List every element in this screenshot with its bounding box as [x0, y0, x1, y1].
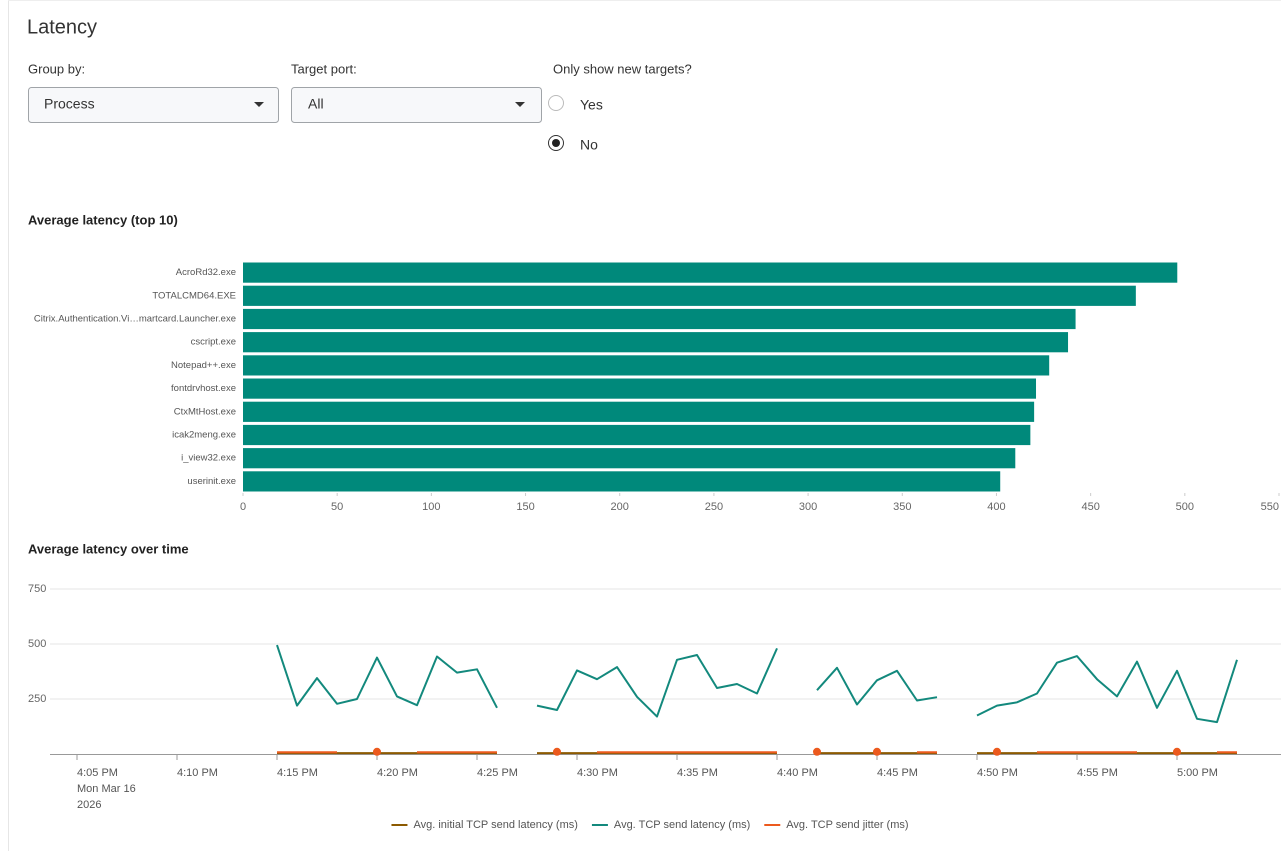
- x-tick-label: 4:10 PM: [177, 767, 218, 779]
- x-tick-label: 4:05 PM: [77, 767, 118, 779]
- legend-label: Avg. TCP send jitter (ms): [786, 819, 908, 831]
- dropdown[interactable]: All: [291, 87, 542, 123]
- bar: [243, 448, 1016, 469]
- control-label: Target port:: [291, 61, 357, 76]
- legend-label: Avg. initial TCP send latency (ms): [413, 819, 577, 831]
- bar: [243, 401, 1035, 422]
- chart-title: Average latency (top 10): [28, 212, 178, 227]
- legend-item: Avg. TCP send latency (ms): [591, 819, 750, 831]
- dropdown-arrow: [254, 102, 264, 107]
- x-tick-label: 4:25 PM: [477, 767, 518, 779]
- control-label: Group by:: [28, 61, 85, 76]
- x-tick-label: 350: [893, 501, 911, 513]
- chart-title: Average latency over time: [28, 541, 189, 556]
- page-title: Latency: [27, 16, 97, 38]
- series-line: [976, 655, 1238, 724]
- dropdown-box[interactable]: [291, 87, 542, 123]
- x-tick-label: 300: [799, 501, 817, 513]
- x-tick-label: 500: [1176, 501, 1194, 513]
- series-line: [276, 644, 498, 709]
- x-tick-label: 450: [1081, 501, 1099, 513]
- radio-group: Yes No: [548, 95, 603, 153]
- y-tick-label: CtxMtHost.exe: [174, 406, 236, 417]
- y-tick-label: 500: [28, 638, 46, 650]
- y-tick-label: userinit.exe: [187, 476, 236, 487]
- legend: Avg. initial TCP send latency (ms) Avg. T…: [391, 819, 909, 831]
- radio-option[interactable]: Yes: [548, 95, 603, 113]
- data-point: [1173, 747, 1181, 756]
- bar: [243, 424, 1031, 446]
- radio-label: No: [580, 137, 598, 153]
- dropdown-box[interactable]: [28, 87, 279, 123]
- x-tick-label: 100: [422, 501, 440, 513]
- x-tick-label: 200: [611, 501, 629, 513]
- y-tick-label: AcroRd32.exe: [176, 267, 236, 278]
- series-line: [816, 666, 938, 706]
- radio-dot: [552, 139, 560, 147]
- line-chart: Average latency over time 250 500 750 4:05 P…: [28, 541, 1281, 831]
- bar-chart: Average latency (top 10) 0 50 100 150 200 250 3…: [28, 212, 1280, 513]
- x-tick-label: 5:00 PM: [1177, 767, 1218, 779]
- bar: [243, 308, 1076, 330]
- control-label: Only show new targets?: [553, 61, 692, 76]
- data-point: [873, 747, 881, 756]
- x-tick-label: 250: [705, 501, 723, 513]
- x-tick-label: 4:50 PM: [977, 767, 1018, 779]
- y-tick-label: 750: [28, 583, 46, 595]
- x-tick-sublabel: Mon Mar 16: [77, 783, 136, 795]
- x-tick-label: 150: [516, 501, 534, 513]
- x-tick-label: 4:30 PM: [577, 767, 618, 779]
- y-tick-label: Notepad++.exe: [171, 360, 236, 371]
- x-tick-label: 4:35 PM: [677, 767, 718, 779]
- x-tick-label: 0: [240, 501, 246, 513]
- x-tick-label: 550: [1261, 501, 1279, 513]
- data-point: [373, 747, 381, 756]
- bar: [243, 355, 1050, 376]
- x-tick-label: 4:20 PM: [377, 767, 418, 779]
- charts: Average latency (top 10) 0 50 100 150 200 250 3…: [28, 212, 1281, 831]
- series-line: [536, 647, 778, 718]
- y-tick-label: 250: [28, 693, 46, 705]
- y-tick-label: icak2meng.exe: [172, 430, 236, 441]
- x-tick-label: 4:45 PM: [877, 767, 918, 779]
- dropdown-value: All: [308, 96, 324, 112]
- dropdown-value: Process: [44, 96, 95, 112]
- y-tick-label: Citrix.Authentication.Vi…martcard.Launch…: [34, 314, 236, 325]
- y-tick-label: cscript.exe: [191, 337, 236, 348]
- y-tick-label: TOTALCMD64.EXE: [152, 290, 236, 301]
- y-tick-label: i_view32.exe: [181, 453, 236, 464]
- legend-item: Avg. TCP send jitter (ms): [764, 819, 909, 831]
- bar: [243, 378, 1037, 399]
- x-tick-label: 4:55 PM: [1077, 767, 1118, 779]
- x-tick-label: 50: [331, 501, 343, 513]
- x-tick-label: 400: [987, 501, 1005, 513]
- x-tick-sublabel: 2026: [77, 799, 101, 811]
- x-tick-label: 4:15 PM: [277, 767, 318, 779]
- data-point: [553, 747, 561, 756]
- bar: [243, 262, 1178, 283]
- dropdown[interactable]: Process: [28, 87, 279, 123]
- legend-label: Avg. TCP send latency (ms): [614, 819, 750, 831]
- data-point: [993, 747, 1001, 756]
- x-tick-label: 4:40 PM: [777, 767, 818, 779]
- y-tick-label: fontdrvhost.exe: [171, 383, 236, 394]
- data-point: [813, 747, 821, 756]
- dropdown-arrow: [515, 102, 525, 107]
- bar: [243, 285, 1136, 306]
- bar: [243, 471, 1001, 492]
- radio-option[interactable]: No: [548, 135, 599, 153]
- radio-button[interactable]: [548, 95, 564, 111]
- radio-label: Yes: [580, 97, 603, 113]
- bar: [243, 332, 1069, 353]
- legend-item: Avg. initial TCP send latency (ms): [391, 819, 578, 831]
